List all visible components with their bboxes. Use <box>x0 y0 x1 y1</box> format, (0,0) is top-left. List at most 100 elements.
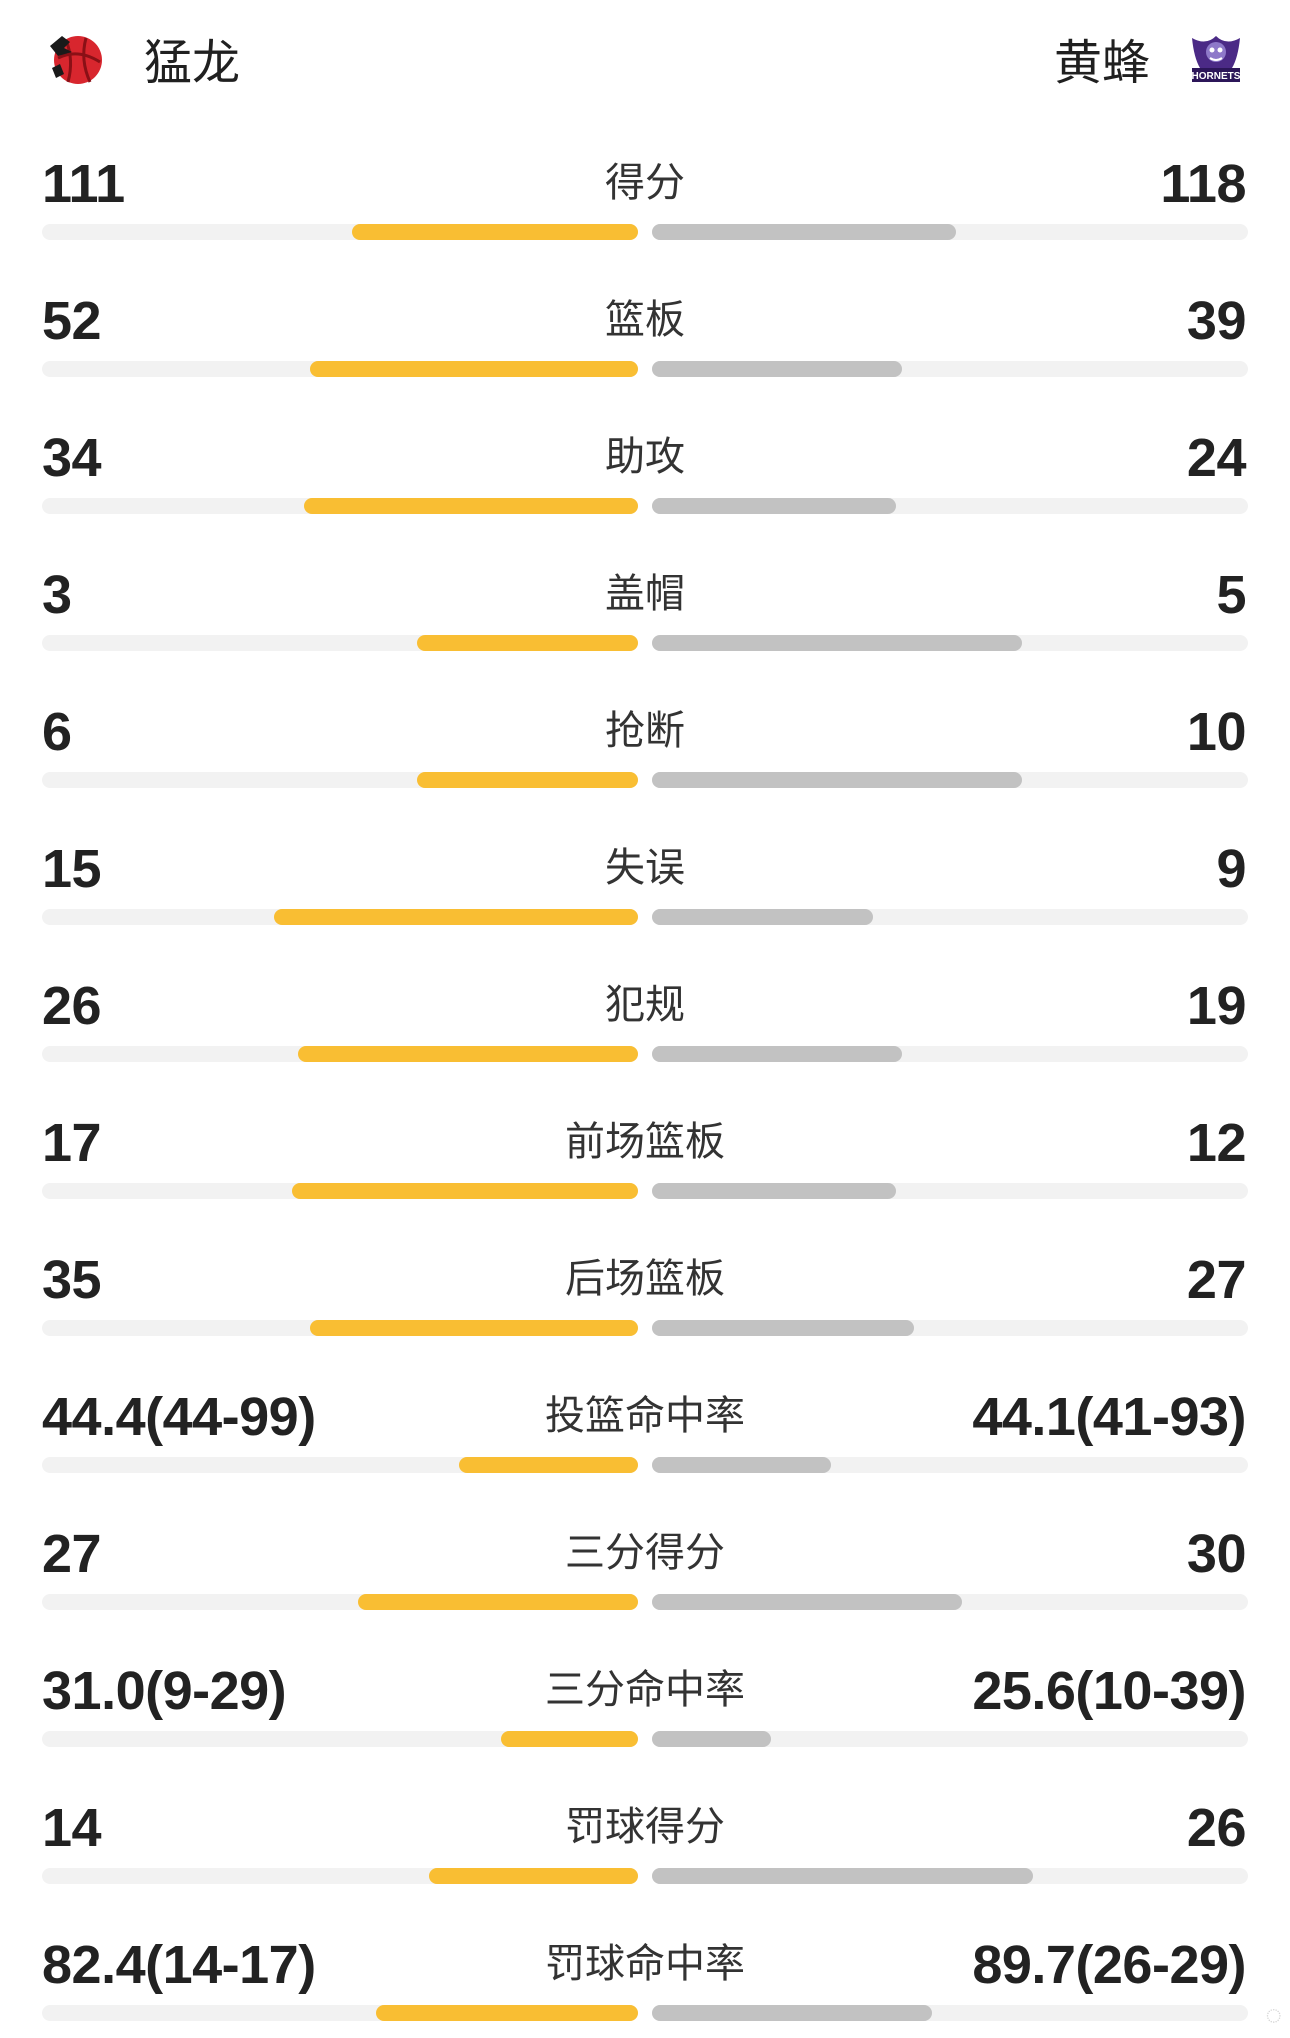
home-bar-fill <box>500 1731 638 1747</box>
away-bar-track <box>652 498 1248 514</box>
home-bar-track <box>42 1868 638 1884</box>
away-stat-value: 25.6(10-39) <box>972 1661 1246 1721</box>
home-stat-value: 26 <box>42 976 102 1036</box>
away-team-name: 黄蜂 <box>1053 35 1150 91</box>
home-team-name: 猛龙 <box>144 35 241 91</box>
home-stat-value: 52 <box>42 291 102 351</box>
home-stat-value: 111 <box>42 154 125 214</box>
home-bar-track <box>42 498 638 514</box>
home-bar-track <box>42 1183 638 1199</box>
stat-row: 26 犯规 19 <box>0 942 1290 1079</box>
stat-row: 44.4(44-99) 投篮命中率 44.1(41-93) <box>0 1353 1290 1490</box>
home-bar-fill <box>304 498 638 514</box>
away-stat-value: 30 <box>1186 1524 1247 1584</box>
home-stat-value: 27 <box>42 1524 102 1584</box>
away-stat-value: 10 <box>1186 702 1247 762</box>
home-bar-track <box>42 1320 638 1336</box>
away-bar-track <box>652 1183 1248 1199</box>
home-bar-fill <box>417 772 638 788</box>
home-bar-track <box>42 2005 638 2021</box>
team-stats-comparison: 111 得分 118 52 篮板 39 34 助攻 24 3 盖帽 5 6 抢断 10 15 失误 9 26 犯规 19… <box>0 120 1290 2038</box>
home-bar-track <box>42 361 638 377</box>
away-stat-value: 12 <box>1186 1113 1247 1173</box>
home-bar-fill <box>375 2005 638 2021</box>
stat-row: 111 得分 118 <box>0 120 1290 257</box>
stat-label: 前场篮板 <box>565 1119 725 1165</box>
away-bar-track <box>652 1594 1248 1610</box>
away-bar-track <box>652 1868 1248 1884</box>
stat-label: 罚球得分 <box>565 1804 725 1850</box>
stat-label: 失误 <box>605 845 685 891</box>
home-stat-value: 35 <box>42 1250 102 1310</box>
stat-row: 17 前场篮板 12 <box>0 1079 1290 1216</box>
away-bar-fill <box>652 1320 915 1336</box>
stat-label: 罚球命中率 <box>545 1941 745 1987</box>
away-bar-fill <box>652 635 1022 651</box>
raptors-logo-icon <box>44 28 104 88</box>
home-bar-fill <box>310 1320 638 1336</box>
home-bar-track <box>42 909 638 925</box>
away-stat-value: 5 <box>1216 565 1246 625</box>
away-bar-track <box>652 635 1248 651</box>
team-header: 猛龙 黄蜂 HORNETS <box>0 0 1290 120</box>
stat-row: 82.4(14-17) 罚球命中率 89.7(26-29) <box>0 1901 1290 2038</box>
home-bar-track <box>42 1731 638 1747</box>
stat-row: 6 抢断 10 <box>0 668 1290 805</box>
stat-row: 3 盖帽 5 <box>0 531 1290 668</box>
stat-row: 35 后场篮板 27 <box>0 1216 1290 1353</box>
away-bar-fill <box>652 224 956 240</box>
stat-label: 投篮命中率 <box>545 1393 745 1439</box>
home-stat-value: 31.0(9-29) <box>42 1661 287 1721</box>
away-bar-fill <box>652 1868 1034 1884</box>
away-team[interactable]: 黄蜂 HORNETS <box>1053 26 1246 91</box>
home-stat-value: 82.4(14-17) <box>42 1935 316 1995</box>
away-bar-fill <box>652 772 1022 788</box>
stat-row: 15 失误 9 <box>0 805 1290 942</box>
home-bar-track <box>42 1594 638 1610</box>
home-stat-value: 34 <box>42 428 102 488</box>
stat-row: 14 罚球得分 26 <box>0 1764 1290 1901</box>
home-bar-fill <box>292 1183 638 1199</box>
away-bar-fill <box>652 361 903 377</box>
home-bar-fill <box>357 1594 638 1610</box>
home-stat-value: 6 <box>42 702 72 762</box>
stat-label: 得分 <box>605 160 685 206</box>
hornets-logo-icon: HORNETS <box>1186 28 1246 88</box>
away-stat-value: 26 <box>1186 1798 1247 1858</box>
away-stat-value: 39 <box>1186 291 1247 351</box>
away-bar-track <box>652 1731 1248 1747</box>
svg-text:HORNETS: HORNETS <box>1192 71 1241 82</box>
home-stat-value: 17 <box>42 1113 102 1173</box>
away-stat-value: 27 <box>1186 1250 1247 1310</box>
away-bar-track <box>652 772 1248 788</box>
away-bar-fill <box>652 1183 897 1199</box>
stat-row: 52 篮板 39 <box>0 257 1290 394</box>
home-bar-track <box>42 635 638 651</box>
away-stat-value: 9 <box>1216 839 1246 899</box>
home-bar-track <box>42 772 638 788</box>
home-stat-value: 3 <box>42 565 72 625</box>
stat-label: 犯规 <box>605 982 685 1028</box>
stat-label: 抢断 <box>605 708 685 754</box>
stat-row: 27 三分得分 30 <box>0 1490 1290 1627</box>
stat-row: 31.0(9-29) 三分命中率 25.6(10-39) <box>0 1627 1290 1764</box>
away-bar-track <box>652 909 1248 925</box>
home-bar-fill <box>274 909 638 925</box>
home-stat-value: 44.4(44-99) <box>42 1387 316 1447</box>
away-stat-value: 24 <box>1186 428 1247 488</box>
home-team[interactable]: 猛龙 <box>44 26 241 91</box>
stat-label: 三分命中率 <box>545 1667 745 1713</box>
stat-label: 盖帽 <box>605 571 685 617</box>
away-bar-fill <box>652 1594 962 1610</box>
away-bar-track <box>652 1320 1248 1336</box>
away-bar-fill <box>652 1457 831 1473</box>
home-stat-value: 14 <box>42 1798 102 1858</box>
home-bar-fill <box>351 224 638 240</box>
home-bar-track <box>42 224 638 240</box>
away-bar-track <box>652 2005 1248 2021</box>
away-stat-value: 44.1(41-93) <box>972 1387 1246 1447</box>
home-bar-fill <box>298 1046 638 1062</box>
home-bar-fill <box>417 635 638 651</box>
away-bar-fill <box>652 498 897 514</box>
home-bar-fill <box>429 1868 638 1884</box>
